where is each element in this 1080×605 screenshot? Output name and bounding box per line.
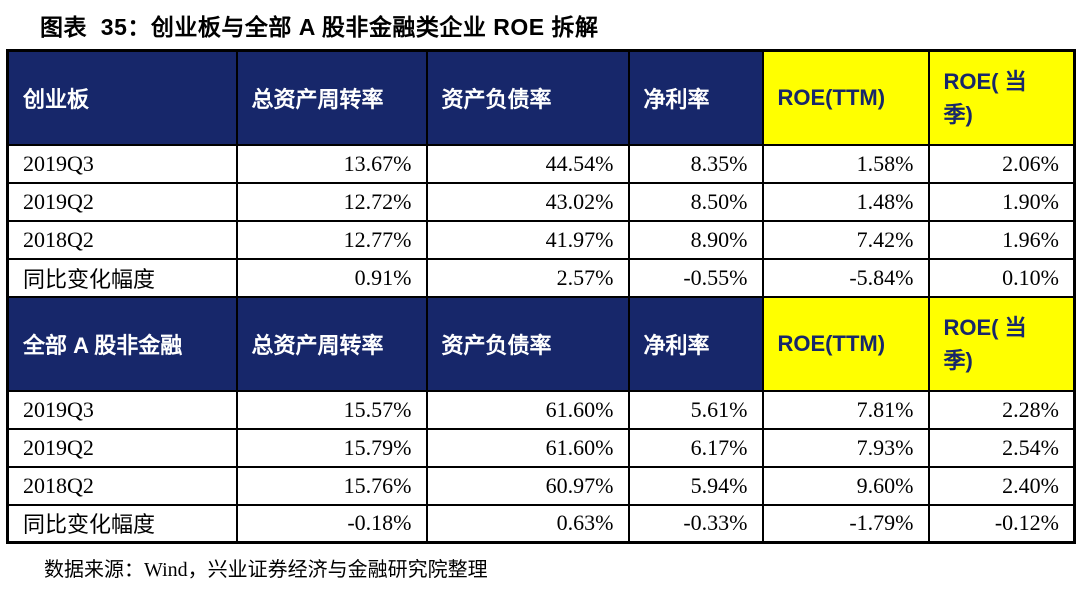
cell-roe-ttm: -1.79% — [761, 503, 930, 544]
row-label: 同比变化幅度 — [6, 503, 238, 544]
section-title-chinext: 创业板 — [6, 49, 238, 146]
cell-roe-quarter: 2.28% — [927, 389, 1076, 430]
cell-roe-ttm: 1.58% — [761, 143, 930, 184]
cell-roe-quarter: 1.90% — [927, 181, 1076, 222]
cell-asset-turnover: 15.57% — [235, 389, 428, 430]
cell-net-margin: 8.90% — [627, 219, 764, 260]
column-header-roe-quarter-label: ROE( 当季) — [943, 314, 1027, 373]
column-header-roe-quarter: ROE( 当季) — [927, 295, 1076, 392]
column-header-roe-quarter-label: ROE( 当季) — [943, 68, 1027, 127]
cell-debt-ratio: 2.57% — [425, 257, 630, 298]
cell-roe-ttm: 7.81% — [761, 389, 930, 430]
cell-asset-turnover: 15.76% — [235, 465, 428, 506]
table-row: 2019Q2 12.72% 43.02% 8.50% 1.48% 1.90% — [6, 181, 1076, 222]
row-label: 2019Q2 — [6, 427, 238, 468]
cell-roe-quarter: -0.12% — [927, 503, 1076, 544]
cell-debt-ratio: 61.60% — [425, 389, 630, 430]
row-label: 2018Q2 — [6, 465, 238, 506]
table-row-yoy-change: 同比变化幅度 -0.18% 0.63% -0.33% -1.79% -0.12% — [6, 503, 1076, 544]
cell-debt-ratio: 0.63% — [425, 503, 630, 544]
cell-net-margin: -0.55% — [627, 257, 764, 298]
cell-debt-ratio: 61.60% — [425, 427, 630, 468]
cell-asset-turnover: 0.91% — [235, 257, 428, 298]
cell-asset-turnover: 13.67% — [235, 143, 428, 184]
section-header-row-chinext: 创业板 总资产周转率 资产负债率 净利率 ROE(TTM) ROE( 当季) — [6, 49, 1076, 146]
column-header-debt-ratio: 资产负债率 — [425, 295, 630, 392]
table-row: 2019Q2 15.79% 61.60% 6.17% 7.93% 2.54% — [6, 427, 1076, 468]
column-header-net-margin: 净利率 — [627, 49, 764, 146]
column-header-roe-quarter: ROE( 当季) — [927, 49, 1076, 146]
column-header-asset-turnover: 总资产周转率 — [235, 295, 428, 392]
cell-debt-ratio: 44.54% — [425, 143, 630, 184]
cell-net-margin: 8.35% — [627, 143, 764, 184]
cell-net-margin: 5.94% — [627, 465, 764, 506]
section-header-row-all-a-nonfinancial: 全部 A 股非金融 总资产周转率 资产负债率 净利率 ROE(TTM) ROE(… — [6, 295, 1076, 392]
cell-net-margin: -0.33% — [627, 503, 764, 544]
cell-roe-quarter: 1.96% — [927, 219, 1076, 260]
column-header-roe-ttm: ROE(TTM) — [761, 295, 930, 392]
table-row: 2019Q3 13.67% 44.54% 8.35% 1.58% 2.06% — [6, 143, 1076, 184]
cell-debt-ratio: 60.97% — [425, 465, 630, 506]
column-header-roe-ttm: ROE(TTM) — [761, 49, 930, 146]
figure-title: 图表 35：创业板与全部 A 股非金融类企业 ROE 拆解 — [40, 14, 599, 40]
row-label: 2019Q2 — [6, 181, 238, 222]
report-figure-page: 图表 35：创业板与全部 A 股非金融类企业 ROE 拆解 创业板 总资产周转率… — [6, 14, 1076, 581]
row-label: 同比变化幅度 — [6, 257, 238, 298]
cell-roe-ttm: 1.48% — [761, 181, 930, 222]
cell-roe-ttm: 7.93% — [761, 427, 930, 468]
row-label: 2018Q2 — [6, 219, 238, 260]
section-title-all-a-nonfinancial: 全部 A 股非金融 — [6, 295, 238, 392]
cell-asset-turnover: 12.72% — [235, 181, 428, 222]
row-label: 2019Q3 — [6, 143, 238, 184]
cell-roe-quarter: 0.10% — [927, 257, 1076, 298]
table-row: 2019Q3 15.57% 61.60% 5.61% 7.81% 2.28% — [6, 389, 1076, 430]
cell-net-margin: 5.61% — [627, 389, 764, 430]
cell-roe-ttm: 7.42% — [761, 219, 930, 260]
column-header-debt-ratio: 资产负债率 — [425, 49, 630, 146]
cell-net-margin: 6.17% — [627, 427, 764, 468]
roe-decomposition-table: 创业板 总资产周转率 资产负债率 净利率 ROE(TTM) ROE( 当季) 2… — [6, 49, 1076, 544]
column-header-asset-turnover: 总资产周转率 — [235, 49, 428, 146]
cell-net-margin: 8.50% — [627, 181, 764, 222]
cell-asset-turnover: -0.18% — [235, 503, 428, 544]
cell-roe-quarter: 2.54% — [927, 427, 1076, 468]
table-row: 2018Q2 12.77% 41.97% 8.90% 7.42% 1.96% — [6, 219, 1076, 260]
cell-roe-ttm: -5.84% — [761, 257, 930, 298]
table-row: 2018Q2 15.76% 60.97% 5.94% 9.60% 2.40% — [6, 465, 1076, 506]
cell-debt-ratio: 41.97% — [425, 219, 630, 260]
cell-debt-ratio: 43.02% — [425, 181, 630, 222]
cell-roe-ttm: 9.60% — [761, 465, 930, 506]
cell-roe-quarter: 2.40% — [927, 465, 1076, 506]
table-row-yoy-change: 同比变化幅度 0.91% 2.57% -0.55% -5.84% 0.10% — [6, 257, 1076, 298]
cell-asset-turnover: 15.79% — [235, 427, 428, 468]
cell-asset-turnover: 12.77% — [235, 219, 428, 260]
data-source-note: 数据来源：Wind，兴业证券经济与金融研究院整理 — [44, 559, 488, 581]
column-header-net-margin: 净利率 — [627, 295, 764, 392]
row-label: 2019Q3 — [6, 389, 238, 430]
cell-roe-quarter: 2.06% — [927, 143, 1076, 184]
